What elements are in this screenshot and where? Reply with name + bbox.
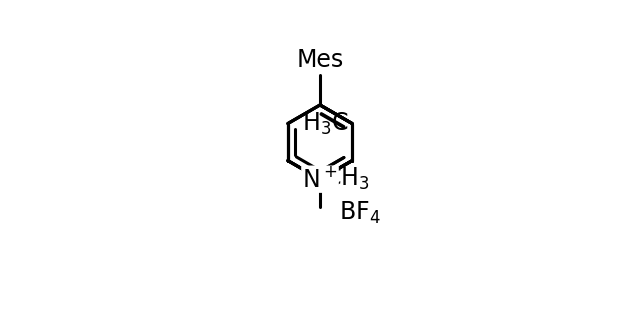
- Text: H$_3$C: H$_3$C: [302, 110, 348, 137]
- Text: BF$_4$: BF$_4$: [339, 200, 380, 226]
- Text: Mes: Mes: [296, 48, 344, 72]
- Text: CH$_3$: CH$_3$: [324, 166, 369, 192]
- Text: N$^+$: N$^+$: [302, 167, 338, 192]
